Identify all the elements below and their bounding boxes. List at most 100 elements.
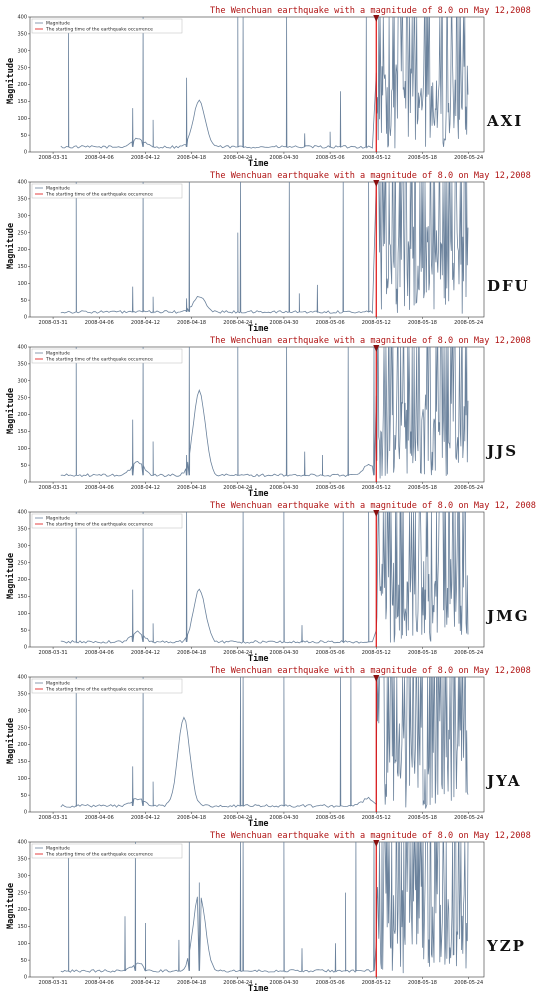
x-tick-label: 2008-04-18 bbox=[177, 650, 206, 656]
y-tick-label: 400 bbox=[17, 840, 27, 846]
x-tick-label: 2008-04-06 bbox=[85, 320, 114, 326]
x-tick-label: 2008-05-24 bbox=[454, 320, 483, 326]
y-tick-label: 150 bbox=[17, 429, 27, 435]
x-tick-label: 2008-05-24 bbox=[454, 650, 483, 656]
x-tick-label: 2008-05-18 bbox=[408, 320, 437, 326]
station-label: JJS bbox=[487, 442, 519, 460]
x-tick-label: 2008-05-06 bbox=[316, 320, 345, 326]
x-tick-label: 2008-04-24 bbox=[223, 485, 252, 491]
y-tick-label: 350 bbox=[17, 362, 27, 368]
earthquake-arrow-icon bbox=[373, 15, 380, 22]
y-tick-label: 350 bbox=[17, 197, 27, 203]
legend-label-earthquake: The starting time of the earthquake occu… bbox=[45, 357, 153, 363]
x-tick-label: 2008-04-12 bbox=[131, 650, 160, 656]
y-tick-label: 150 bbox=[17, 99, 27, 105]
y-tick-label: 150 bbox=[17, 924, 27, 930]
y-tick-label: 100 bbox=[17, 116, 27, 122]
x-tick-label: 2008-04-30 bbox=[269, 320, 298, 326]
chart-title: The Wenchuan earthquake with a magnitude… bbox=[210, 501, 536, 511]
y-tick-label: 100 bbox=[17, 776, 27, 782]
legend-label-magnitude: Magnitude bbox=[46, 186, 70, 192]
y-axis-label: Magnitude bbox=[6, 57, 16, 104]
y-tick-label: 50 bbox=[21, 133, 27, 139]
x-tick-label: 2008-05-24 bbox=[454, 155, 483, 161]
x-tick-label: 2008-04-30 bbox=[269, 980, 298, 986]
x-axis-label: Time bbox=[248, 489, 269, 499]
x-tick-label: 2008-05-18 bbox=[408, 980, 437, 986]
y-tick-label: 250 bbox=[17, 395, 27, 401]
magnitude-series-line bbox=[60, 511, 469, 644]
y-tick-label: 50 bbox=[21, 298, 27, 304]
legend-label-earthquake: The starting time of the earthquake occu… bbox=[45, 522, 153, 528]
y-tick-label: 150 bbox=[17, 594, 27, 600]
y-tick-label: 350 bbox=[17, 527, 27, 533]
y-tick-label: 0 bbox=[24, 480, 27, 486]
x-tick-label: 2008-04-06 bbox=[85, 650, 114, 656]
x-tick-label: 2008-04-30 bbox=[269, 155, 298, 161]
chart-svg: 0 50 100 150 200 250 300 350 400 2008-03-31 2008-0… bbox=[17, 345, 485, 491]
chart-panel-axi: 0 50 100 150 200 250 300 350 400 2008-03-31 2008-0… bbox=[0, 2, 550, 169]
y-tick-label: 50 bbox=[21, 628, 27, 634]
chart-panel-dfu: 0 50 100 150 200 250 300 350 400 2008-03-31 2008-0… bbox=[0, 167, 550, 334]
chart-title: The Wenchuan earthquake with a magnitude… bbox=[210, 666, 531, 676]
earthquake-arrow-icon bbox=[373, 180, 380, 187]
x-tick-label: 2008-04-18 bbox=[177, 320, 206, 326]
y-tick-label: 250 bbox=[17, 230, 27, 236]
y-tick-label: 200 bbox=[17, 577, 27, 583]
x-tick-label: 2008-03-31 bbox=[39, 155, 68, 161]
y-tick-label: 0 bbox=[24, 810, 27, 816]
y-axis-label: Magnitude bbox=[6, 387, 16, 434]
y-axis-label: Magnitude bbox=[6, 717, 16, 764]
y-tick-label: 250 bbox=[17, 560, 27, 566]
x-tick-label: 2008-04-30 bbox=[269, 815, 298, 821]
x-tick-label: 2008-04-06 bbox=[85, 980, 114, 986]
x-tick-label: 2008-05-12 bbox=[362, 815, 391, 821]
y-tick-label: 200 bbox=[17, 412, 27, 418]
x-tick-label: 2008-03-31 bbox=[39, 980, 68, 986]
y-tick-label: 400 bbox=[17, 180, 27, 186]
y-tick-label: 0 bbox=[24, 315, 27, 321]
x-tick-label: 2008-04-18 bbox=[177, 155, 206, 161]
x-tick-label: 2008-04-24 bbox=[223, 650, 252, 656]
chart-panel-yzp: 0 50 100 150 200 250 300 350 400 2008-03-31 2008-0… bbox=[0, 827, 550, 994]
chart-svg: 0 50 100 150 200 250 300 350 400 2008-03-31 2008-0… bbox=[17, 675, 485, 821]
x-tick-label: 2008-04-18 bbox=[177, 485, 206, 491]
y-tick-label: 350 bbox=[17, 692, 27, 698]
x-tick-label: 2008-05-06 bbox=[316, 650, 345, 656]
y-tick-label: 200 bbox=[17, 907, 27, 913]
x-axis-label: Time bbox=[248, 159, 269, 169]
x-tick-label: 2008-04-30 bbox=[269, 485, 298, 491]
x-tick-label: 2008-05-24 bbox=[454, 980, 483, 986]
y-tick-label: 350 bbox=[17, 32, 27, 38]
station-label: JMG bbox=[487, 607, 530, 625]
x-tick-label: 2008-04-12 bbox=[131, 320, 160, 326]
x-tick-label: 2008-04-12 bbox=[131, 815, 160, 821]
y-axis-label: Magnitude bbox=[6, 222, 16, 269]
y-tick-label: 400 bbox=[17, 345, 27, 351]
x-tick-label: 2008-04-24 bbox=[223, 815, 252, 821]
x-tick-label: 2008-05-06 bbox=[316, 980, 345, 986]
chart-svg: 0 50 100 150 200 250 300 350 400 2008-03-31 2008-0… bbox=[17, 510, 485, 656]
station-label: DFU bbox=[487, 277, 530, 295]
x-tick-label: 2008-05-12 bbox=[362, 980, 391, 986]
y-axis-label: Magnitude bbox=[6, 882, 16, 929]
y-tick-label: 200 bbox=[17, 247, 27, 253]
earthquake-arrow-icon bbox=[373, 675, 380, 682]
legend-label-magnitude: Magnitude bbox=[46, 846, 70, 852]
x-tick-label: 2008-03-31 bbox=[39, 320, 68, 326]
y-tick-label: 300 bbox=[17, 543, 27, 549]
earthquake-arrow-icon bbox=[373, 345, 380, 352]
chart-svg: 0 50 100 150 200 250 300 350 400 2008-03-31 2008-0… bbox=[17, 180, 485, 326]
legend-label-magnitude: Magnitude bbox=[46, 351, 70, 357]
x-tick-label: 2008-04-24 bbox=[223, 320, 252, 326]
x-tick-label: 2008-04-12 bbox=[131, 155, 160, 161]
y-tick-label: 50 bbox=[21, 958, 27, 964]
y-tick-label: 50 bbox=[21, 793, 27, 799]
x-tick-label: 2008-05-12 bbox=[362, 155, 391, 161]
magnitude-series-line bbox=[60, 346, 469, 479]
y-tick-label: 300 bbox=[17, 48, 27, 54]
chart-panel-jmg: 0 50 100 150 200 250 300 350 400 2008-03-31 2008-0… bbox=[0, 497, 550, 664]
x-tick-label: 2008-05-06 bbox=[316, 485, 345, 491]
